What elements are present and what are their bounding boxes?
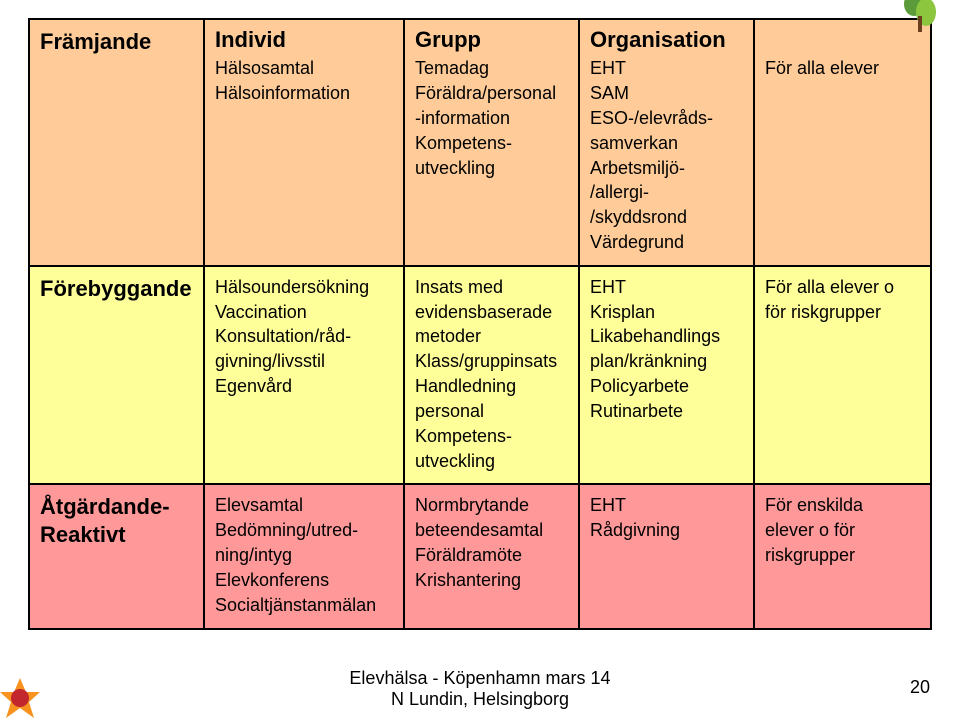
cell-framjande-individ: Individ Hälsosamtal Hälsoinformation: [204, 19, 404, 266]
row-atgardande: Åtgärdande- Reaktivt Elevsamtal Bedömnin…: [29, 484, 931, 628]
cell-forebyggande-organisation: EHT Krisplan Likabehandlings plan/kränkn…: [579, 266, 754, 485]
header-individ: Individ: [215, 28, 393, 56]
cell-framjande-label: Främjande: [29, 19, 204, 266]
text-framjande-individ: Hälsosamtal Hälsoinformation: [215, 56, 393, 106]
content-table: Främjande Individ Hälsosamtal Hälsoinfor…: [28, 18, 932, 630]
cell-atgardande-label: Åtgärdande- Reaktivt: [29, 484, 204, 628]
text-forebyggande-individ: Hälsoundersökning Vaccination Konsultati…: [215, 275, 393, 399]
cell-forebyggande-individ: Hälsoundersökning Vaccination Konsultati…: [204, 266, 404, 485]
text-framjande-organisation: EHT SAM ESO-/elevråds- samverkan Arbetsm…: [590, 56, 743, 255]
slide-page: Främjande Individ Hälsosamtal Hälsoinfor…: [0, 0, 960, 720]
cell-framjande-organisation: Organisation EHT SAM ESO-/elevråds- samv…: [579, 19, 754, 266]
cell-forebyggande-grupp: Insats med evidensbaserade metoder Klass…: [404, 266, 579, 485]
text-atgardande-grupp: Normbrytande beteendesamtal Föräldramöte…: [415, 493, 568, 592]
cell-atgardande-for: För enskilda elever o för riskgrupper: [754, 484, 931, 628]
cell-atgardande-individ: Elevsamtal Bedömning/utred- ning/intyg E…: [204, 484, 404, 628]
decor-top-right: [896, 0, 942, 36]
header-grupp: Grupp: [415, 28, 568, 56]
text-framjande-grupp: Temadag Föräldra/personal -information K…: [415, 56, 568, 180]
cell-atgardande-grupp: Normbrytande beteendesamtal Föräldramöte…: [404, 484, 579, 628]
cell-framjande-for: För alla elever: [754, 19, 931, 266]
cell-atgardande-organisation: EHT Rådgivning: [579, 484, 754, 628]
text-atgardande-individ: Elevsamtal Bedömning/utred- ning/intyg E…: [215, 493, 393, 617]
text-forebyggande-for: För alla elever o för riskgrupper: [765, 275, 920, 325]
text-atgardande-organisation: EHT Rådgivning: [590, 493, 743, 543]
header-organisation: Organisation: [590, 28, 743, 56]
text-forebyggande-grupp: Insats med evidensbaserade metoder Klass…: [415, 275, 568, 474]
page-number: 20: [910, 677, 930, 698]
row-forebyggande: Förebyggande Hälsoundersökning Vaccinati…: [29, 266, 931, 485]
footer-line1: Elevhälsa - Köpenhamn mars 14: [349, 668, 610, 688]
footer-line2: N Lundin, Helsingborg: [391, 689, 569, 709]
text-atgardande-for: För enskilda elever o för riskgrupper: [765, 493, 920, 567]
row-framjande: Främjande Individ Hälsosamtal Hälsoinfor…: [29, 19, 931, 266]
label-forebyggande: Förebyggande: [40, 275, 193, 303]
cell-forebyggande-label: Förebyggande: [29, 266, 204, 485]
text-framjande-for: För alla elever: [765, 56, 920, 81]
cell-framjande-grupp: Grupp Temadag Föräldra/personal -informa…: [404, 19, 579, 266]
slide-footer: Elevhälsa - Köpenhamn mars 14 N Lundin, …: [0, 668, 960, 710]
label-atgardande: Åtgärdande- Reaktivt: [40, 493, 193, 548]
cell-forebyggande-for: För alla elever o för riskgrupper: [754, 266, 931, 485]
text-forebyggande-organisation: EHT Krisplan Likabehandlings plan/kränkn…: [590, 275, 743, 424]
label-framjande: Främjande: [40, 28, 193, 56]
